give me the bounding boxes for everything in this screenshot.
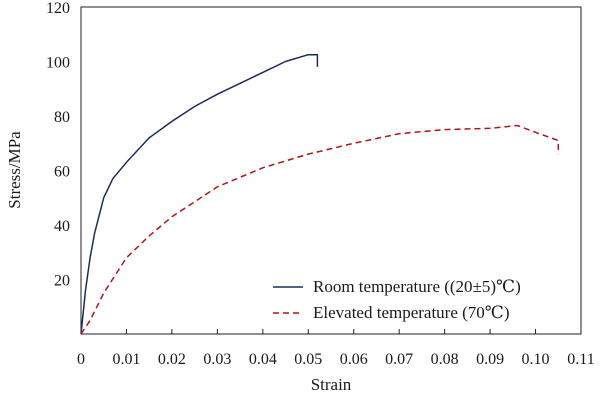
y-tick-label: 40 xyxy=(54,218,70,235)
x-tick-label: 0.03 xyxy=(203,351,231,368)
y-tick-label: 20 xyxy=(54,273,70,290)
x-axis-label: Strain xyxy=(311,375,352,394)
plot-area-frame xyxy=(80,6,582,335)
x-tick-label: 0.11 xyxy=(567,351,594,368)
y-tick-label: 60 xyxy=(54,164,70,181)
y-axis-label: Stress/MPa xyxy=(5,131,24,209)
legend-label-0: Room temperature ((20±5)℃) xyxy=(313,277,521,296)
legend: Room temperature ((20±5)℃) Elevated tempe… xyxy=(273,277,521,322)
x-tick-label: 0.04 xyxy=(249,351,277,368)
x-tick-label: 0.09 xyxy=(476,351,504,368)
y-tick-label: 80 xyxy=(54,109,70,126)
x-tick-label: 0.01 xyxy=(112,351,140,368)
legend-label-1: Elevated temperature (70℃) xyxy=(313,303,509,322)
x-tick-label: 0.02 xyxy=(158,351,186,368)
series-line-0 xyxy=(80,53,319,335)
x-tick-label: 0.07 xyxy=(385,351,413,368)
x-tick-label: 0.05 xyxy=(294,351,322,368)
y-tick-label: 100 xyxy=(46,55,70,72)
x-tick-label: 0.10 xyxy=(522,351,550,368)
x-tick-label: 0 xyxy=(77,351,85,368)
series-line-1 xyxy=(80,124,560,335)
x-tick-label: 0.06 xyxy=(340,351,368,368)
x-tick-label: 0.08 xyxy=(431,351,459,368)
y-tick-label: 120 xyxy=(46,0,70,17)
